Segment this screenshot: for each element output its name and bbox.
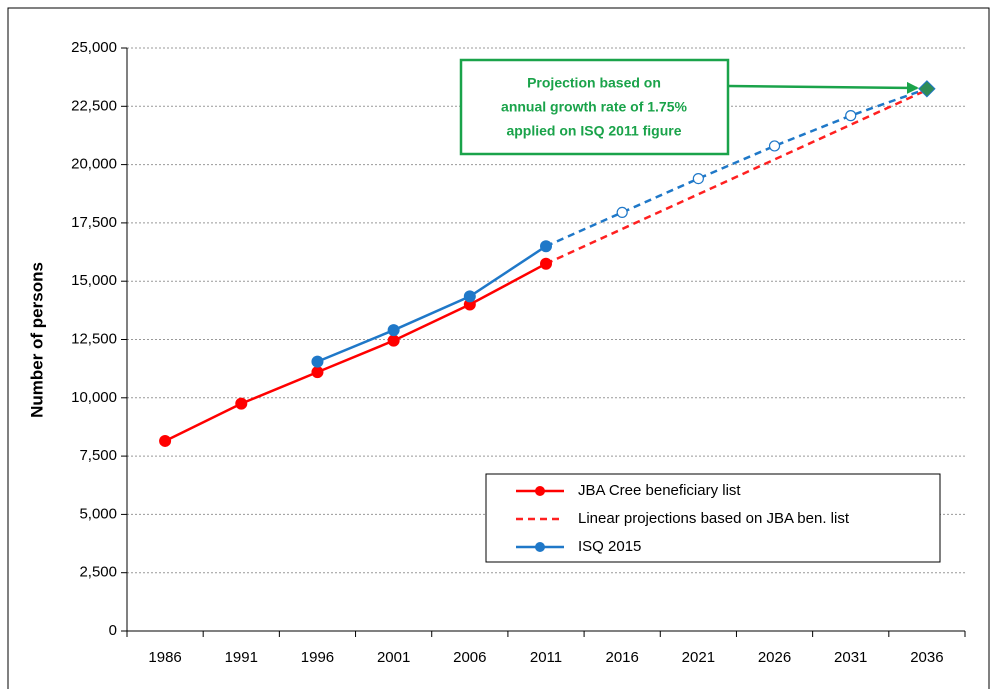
legend-label: ISQ 2015 [578,538,641,555]
y-tick-label: 25,000 [71,39,117,56]
y-tick-label: 10,000 [71,389,117,406]
point [540,240,552,253]
legend-marker [535,542,545,552]
annotation-box [459,58,730,156]
plot [159,80,936,447]
point [311,366,324,379]
series-line [316,245,547,363]
y-tick-label: 22,500 [71,97,117,114]
point [235,397,248,410]
y-axis-title: Number of persons [27,262,46,418]
chart-frame [7,7,990,694]
legend-label: JBA Cree beneficiary list [578,482,741,499]
annotation-text: Projection based on [527,75,661,91]
annotation-text: annual growth rate of 1.75% [501,99,687,115]
y-tick-label: 0 [109,622,117,639]
point [692,172,704,185]
point [387,334,400,347]
x-tick-label: 2011 [530,649,562,666]
legend-label: Linear projections based on JBA ben. lis… [578,510,850,527]
x-tick-label: 2036 [910,649,943,666]
y-tick-label: 20,000 [71,156,117,173]
annotation-arrow [727,81,919,94]
y-tick-label: 15,000 [71,272,117,289]
legend-marker [535,486,545,496]
x-tick-label: 2021 [682,649,715,666]
point [311,355,324,368]
x-tick-label: 2006 [453,649,486,666]
x-tick-label: 1991 [225,649,258,666]
y-tick-label: 5,000 [79,505,117,522]
x-tick-label: 2016 [605,649,638,666]
point [616,206,628,219]
point [918,80,936,98]
point [845,110,857,122]
x-tick-label: 2026 [758,649,791,666]
x-tick-label: 2031 [834,649,867,666]
annotation-text: applied on ISQ 2011 figure [506,123,681,139]
point [387,324,400,337]
point [768,140,781,152]
point [159,434,172,447]
x-tick-label: 2001 [377,649,410,666]
y-tick-label: 17,500 [71,214,117,231]
y-tick-label: 12,500 [71,330,117,347]
y-tick-label: 7,500 [79,447,117,464]
axes: 0 2,500 5,000 7,500 10,000 12,500 15,000 17,500… [71,39,966,666]
annotation: Projection based on annual growth rate of… [459,58,919,156]
x-tick-label: 1986 [148,649,181,666]
point [540,257,552,270]
point [463,290,476,303]
y-tick-label: 2,500 [79,564,117,581]
series-line [545,87,928,248]
series-line [164,262,547,443]
series-line [545,88,928,265]
legend: JBA Cree beneficiary list Linear projecti… [485,473,941,563]
x-tick-label: 1996 [301,649,334,666]
